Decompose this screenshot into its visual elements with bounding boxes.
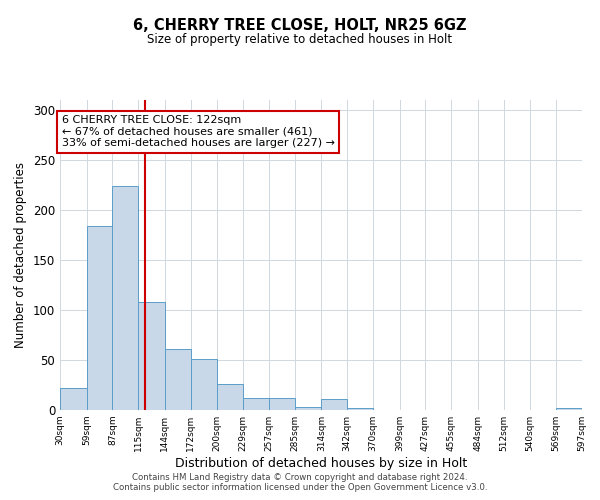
Bar [243, 398, 269, 410]
Y-axis label: Number of detached properties: Number of detached properties [14, 162, 28, 348]
Bar [347, 408, 373, 410]
Bar [322, 399, 347, 410]
Bar [217, 384, 243, 410]
Bar [269, 398, 295, 410]
Text: Contains public sector information licensed under the Open Government Licence v3: Contains public sector information licen… [113, 484, 487, 492]
Text: 6, CHERRY TREE CLOSE, HOLT, NR25 6GZ: 6, CHERRY TREE CLOSE, HOLT, NR25 6GZ [133, 18, 467, 32]
Bar [86, 226, 112, 410]
Bar [112, 186, 138, 410]
Bar [191, 359, 217, 410]
Bar [556, 408, 582, 410]
Text: 6 CHERRY TREE CLOSE: 122sqm
← 67% of detached houses are smaller (461)
33% of se: 6 CHERRY TREE CLOSE: 122sqm ← 67% of det… [62, 115, 335, 148]
Text: Size of property relative to detached houses in Holt: Size of property relative to detached ho… [148, 32, 452, 46]
Bar [60, 388, 86, 410]
X-axis label: Distribution of detached houses by size in Holt: Distribution of detached houses by size … [175, 457, 467, 470]
Text: Contains HM Land Registry data © Crown copyright and database right 2024.: Contains HM Land Registry data © Crown c… [132, 472, 468, 482]
Bar [165, 349, 191, 410]
Bar [138, 302, 165, 410]
Bar [295, 407, 322, 410]
